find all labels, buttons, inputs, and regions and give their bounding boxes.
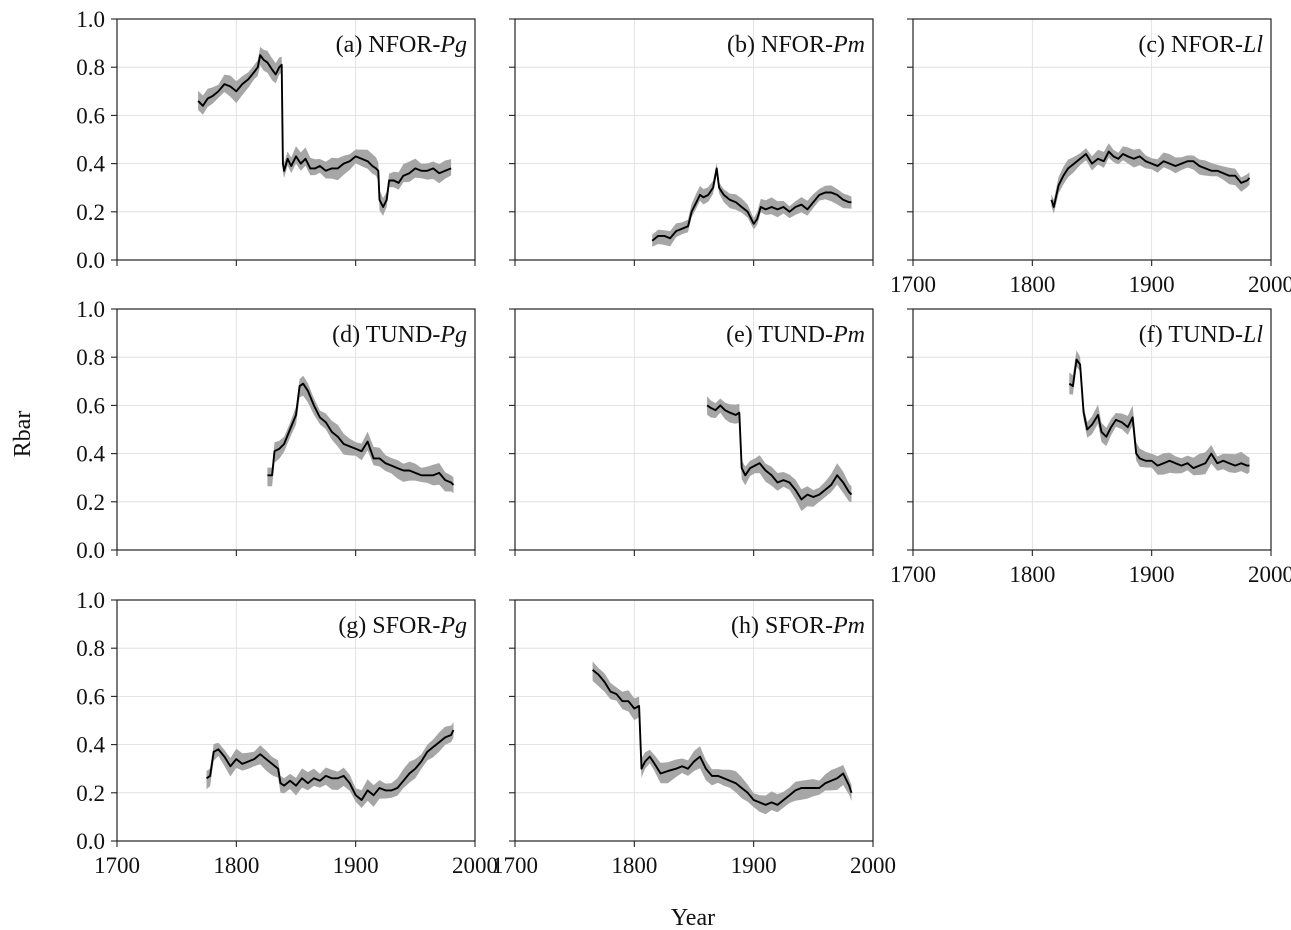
x-tick-label-f-2: 1900	[1129, 562, 1175, 587]
panel-frame-g	[116, 599, 476, 842]
y-tick-label-d-5: 1.0	[76, 297, 105, 322]
panel-frame-a	[116, 18, 476, 261]
x-tick-label-g-1: 1800	[213, 853, 259, 878]
rbar-mean-line-c	[1050, 150, 1251, 208]
panel-frame-e	[514, 308, 874, 551]
rbar-mean-line-h	[592, 669, 853, 806]
panel-title-prefix-d: (d) TUND-	[332, 322, 440, 348]
x-axis-label: Year	[671, 905, 715, 930]
y-tick-label-d-3: 0.6	[76, 393, 105, 418]
x-tick-label-h-3: 2000	[850, 853, 896, 878]
x-tick-label-g-3: 2000	[452, 853, 498, 878]
panel-b: (b) NFOR-Pm	[509, 18, 874, 266]
x-tick-label-c-3: 2000	[1248, 272, 1291, 297]
panel-d: 0.0 0.2 0.4 0.6 0.8 1.0 (d) TUND-Pg	[76, 297, 476, 563]
x-tick-label-h-1: 1800	[611, 853, 657, 878]
y-tick-label-a-4: 0.8	[76, 55, 105, 80]
panel-g: 0.0 0.2 0.4 0.6 0.8 1.0 1700 1800 1900 2000 (g) SF…	[76, 588, 498, 878]
y-tick-label-d-4: 0.8	[76, 345, 105, 370]
rbar-range-band-b	[652, 162, 852, 247]
panel-title-species-e: Pm	[832, 322, 865, 348]
panel-a: 0.0 0.2 0.4 0.6 0.8 1.0 (a) NFOR-Pg	[76, 7, 476, 273]
panel-title-g: (g) SFOR-Pg	[338, 613, 467, 639]
panel-title-c: (c) NFOR-Ll	[1138, 32, 1263, 58]
y-tick-label-g-3: 0.6	[76, 684, 105, 709]
x-tick-label-c-0: 1700	[890, 272, 936, 297]
rbar-range-band-h	[592, 661, 852, 815]
x-tick-label-f-3: 2000	[1248, 562, 1291, 587]
rbar-mean-line-e	[706, 404, 853, 501]
x-tick-label-f-1: 1800	[1009, 562, 1055, 587]
y-tick-label-a-2: 0.4	[76, 152, 105, 177]
x-tick-label-f-0: 1700	[890, 562, 936, 587]
y-tick-label-d-0: 0.0	[76, 538, 105, 563]
panel-frame-d	[116, 308, 476, 551]
y-tick-label-a-3: 0.6	[76, 103, 105, 128]
panel-title-species-f: Ll	[1242, 322, 1263, 348]
panel-title-species-g: Pg	[439, 613, 467, 639]
y-tick-label-a-1: 0.2	[76, 200, 105, 225]
y-tick-label-g-4: 0.8	[76, 636, 105, 661]
panel-e: (e) TUND-Pm	[509, 308, 874, 556]
rbar-mean-line-f	[1068, 358, 1250, 470]
x-tick-label-h-0: 1700	[492, 853, 538, 878]
rbar-mean-line-g	[205, 729, 455, 801]
panel-title-prefix-c: (c) NFOR-	[1138, 32, 1243, 58]
panel-title-species-d: Pg	[439, 322, 467, 348]
y-tick-label-g-5: 1.0	[76, 588, 105, 613]
rbar-range-band-f	[1069, 350, 1250, 476]
panel-title-e: (e) TUND-Pm	[726, 322, 865, 348]
panels-group: 0.00.20.40.60.81.0(a) NFOR-Pg (b) NFOR-Pm…	[76, 7, 1291, 878]
panel-title-species-a: Pg	[439, 32, 467, 58]
y-tick-label-g-0: 0.0	[76, 829, 105, 854]
rbar-range-band-g	[206, 722, 454, 808]
panel-title-prefix-h: (h) SFOR-	[731, 613, 833, 639]
panel-title-f: (f) TUND-Ll	[1139, 322, 1264, 348]
panel-title-prefix-g: (g) SFOR-	[338, 613, 440, 639]
panel-title-species-b: Pm	[832, 32, 865, 58]
rbar-mean-line-a	[197, 54, 452, 208]
x-tick-label-g-0: 1700	[94, 853, 140, 878]
y-tick-label-a-0: 0.0	[76, 248, 105, 273]
rbar-range-band-c	[1051, 143, 1250, 214]
x-tick-label-g-2: 1900	[333, 853, 379, 878]
panel-title-b: (b) NFOR-Pm	[727, 32, 865, 58]
y-axis-label: Rbar	[10, 411, 36, 458]
panel-title-species-h: Pm	[832, 613, 865, 639]
panel-title-a: (a) NFOR-Pg	[336, 32, 467, 58]
panel-frame-f	[912, 308, 1272, 551]
rbar-mean-line-b	[651, 167, 852, 242]
panel-frame-h	[514, 599, 874, 842]
panel-f: 1700 1800 1900 2000 (f) TUND-Ll	[890, 308, 1291, 587]
panel-h: 1700 1800 1900 2000 (h) SFOR-Pm	[492, 599, 896, 878]
x-tick-label-c-2: 1900	[1129, 272, 1175, 297]
y-tick-label-g-2: 0.4	[76, 733, 105, 758]
panel-title-prefix-b: (b) NFOR-	[727, 32, 833, 58]
x-tick-label-h-2: 1900	[731, 853, 777, 878]
panel-title-prefix-a: (a) NFOR-	[336, 32, 441, 58]
y-tick-label-g-1: 0.2	[76, 781, 105, 806]
x-tick-label-c-1: 1800	[1009, 272, 1055, 297]
panel-c: 1700 1800 1900 2000 (c) NFOR-Ll	[890, 18, 1291, 297]
panel-title-d: (d) TUND-Pg	[332, 322, 467, 348]
y-tick-label-d-1: 0.2	[76, 490, 105, 515]
y-tick-label-d-2: 0.4	[76, 442, 105, 467]
panel-frame-c	[912, 18, 1272, 261]
panel-title-h: (h) SFOR-Pm	[731, 613, 865, 639]
panel-title-prefix-e: (e) TUND-	[726, 322, 833, 348]
y-tick-label-a-5: 1.0	[76, 7, 105, 32]
panel-frame-b	[514, 18, 874, 261]
panel-title-prefix-f: (f) TUND-	[1139, 322, 1243, 348]
rbar-mean-line-d	[267, 382, 455, 486]
panel-title-species-c: Ll	[1242, 32, 1263, 58]
